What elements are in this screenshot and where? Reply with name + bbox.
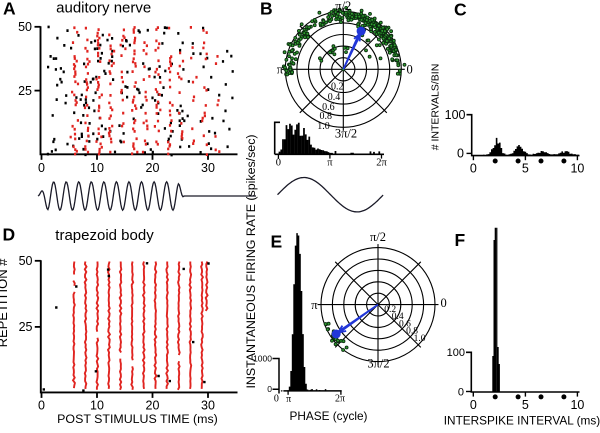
svg-text:2π: 2π [335, 394, 345, 405]
svg-text:π/2: π/2 [335, 0, 351, 13]
svg-text:0: 0 [458, 386, 464, 398]
svg-text:30: 30 [201, 161, 215, 175]
svg-text:π: π [327, 158, 333, 169]
svg-text:trapezoid body: trapezoid body [55, 227, 154, 244]
svg-text:25: 25 [18, 84, 32, 98]
svg-text:0: 0 [267, 384, 272, 394]
svg-text:5: 5 [522, 398, 529, 412]
svg-text:INSTANTANEOUS FIRING RATE (spi: INSTANTANEOUS FIRING RATE (spikes/sec) [244, 134, 258, 388]
svg-text:π: π [286, 394, 291, 405]
svg-text:0: 0 [407, 63, 413, 77]
svg-text:10: 10 [570, 161, 584, 175]
svg-text:20: 20 [146, 399, 160, 413]
svg-text:100: 100 [445, 108, 466, 122]
svg-text:1.0: 1.0 [317, 121, 330, 132]
svg-text:3π/2: 3π/2 [335, 127, 357, 141]
svg-text:0: 0 [441, 296, 447, 310]
svg-text:10: 10 [90, 399, 104, 413]
svg-text:B: B [260, 0, 273, 19]
svg-text:E: E [271, 232, 283, 252]
svg-text:REPETITION #: REPETITION # [0, 258, 10, 348]
svg-text:0: 0 [457, 147, 464, 161]
svg-text:π: π [311, 298, 318, 312]
svg-text:0: 0 [274, 394, 279, 405]
svg-text:1.0: 1.0 [414, 334, 426, 344]
svg-text:5: 5 [522, 161, 529, 175]
svg-text:A: A [3, 0, 16, 19]
svg-text:auditory nerve: auditory nerve [56, 0, 151, 16]
svg-text:C: C [454, 0, 467, 20]
svg-text:π/2: π/2 [370, 230, 386, 244]
svg-text:1000: 1000 [253, 353, 272, 363]
svg-text:10: 10 [90, 161, 104, 175]
svg-text:50: 50 [18, 20, 32, 34]
svg-text:25: 25 [19, 320, 33, 334]
svg-text:0: 0 [470, 398, 477, 412]
svg-text:π: π [277, 63, 284, 77]
svg-text:# INTERVALS/BIN: # INTERVALS/BIN [430, 64, 442, 151]
svg-text:D: D [3, 225, 16, 245]
svg-text:POST STIMULUS TIME (ms): POST STIMULUS TIME (ms) [57, 412, 218, 426]
svg-text:0: 0 [38, 399, 45, 413]
svg-text:0: 0 [276, 158, 281, 169]
svg-text:F: F [455, 230, 466, 250]
svg-text:0: 0 [470, 161, 477, 175]
svg-text:3π/2: 3π/2 [367, 357, 389, 371]
svg-text:50: 50 [19, 254, 33, 268]
svg-text:2π: 2π [376, 158, 387, 169]
svg-text:PHASE (cycle): PHASE (cycle) [289, 409, 367, 423]
svg-text:0.2: 0.2 [331, 81, 344, 92]
svg-text:100: 100 [447, 347, 465, 359]
svg-text:INTERSPIKE INTERVAL (ms): INTERSPIKE INTERVAL (ms) [444, 414, 600, 428]
svg-text:10: 10 [570, 398, 584, 412]
svg-text:20: 20 [146, 161, 160, 175]
svg-text:0: 0 [38, 161, 45, 175]
svg-text:30: 30 [201, 399, 215, 413]
